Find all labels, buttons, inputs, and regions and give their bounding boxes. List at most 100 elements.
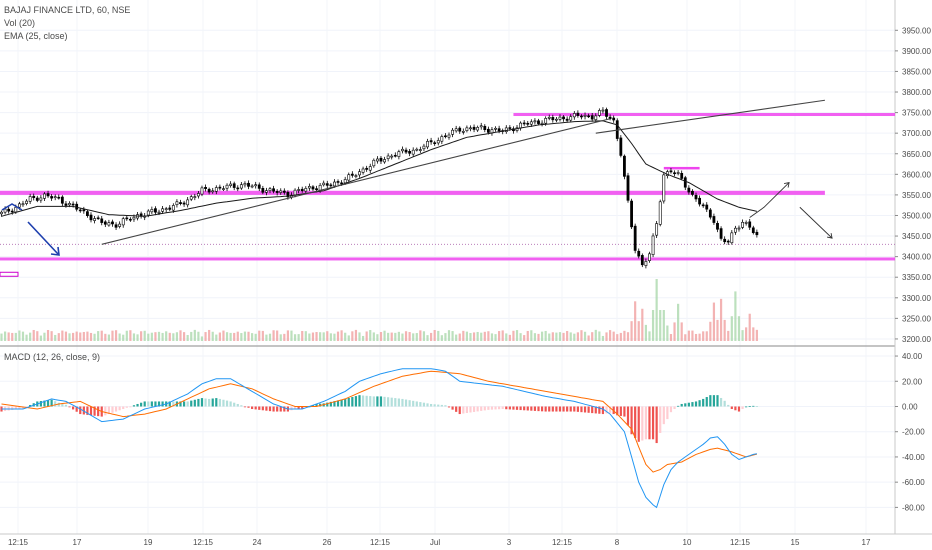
candle-body [93,218,96,221]
macd-histogram-bar [476,406,479,412]
macd-histogram-bar [136,403,139,407]
volume-bar [157,331,161,341]
macd-histogram-bar [147,401,150,407]
candle-body [297,189,301,191]
macd-histogram-bar [301,406,304,410]
candle-body [375,158,379,162]
volume-bar [254,333,257,341]
candle-body [408,151,412,154]
candle-body [447,134,451,138]
time-tick-label: 17 [862,538,871,547]
candle-body [71,203,75,206]
volume-bar [694,333,698,341]
candle-body [243,183,247,186]
macd-histogram-bar [472,406,476,412]
candle-body [25,200,28,204]
volume-bar [598,331,601,341]
macd-histogram-bar [222,399,225,407]
volume-bar [659,310,662,341]
volume-bar [498,331,501,341]
candle-body [648,253,651,261]
macd-histogram-bar [383,396,386,407]
candle-body [483,125,487,130]
macd-histogram-bar [336,400,340,407]
candle-body [401,148,404,152]
volume-bar [583,331,587,341]
volume-bar [344,332,347,341]
macd-legend: MACD (12, 26, close, 9) [4,352,100,362]
macd-histogram-bar [755,406,758,407]
macd-histogram-bar [469,406,472,413]
macd-histogram-bar [723,400,726,407]
candle-body [461,131,465,133]
candle-body [125,217,129,220]
candle-body [46,193,50,197]
macd-histogram-bar [462,406,465,414]
volume-bar [487,331,490,341]
candle-body [21,203,25,206]
macd-histogram-bar [483,406,486,411]
volume-bar [734,291,737,341]
candle-body [286,191,290,198]
macd-histogram-bar [358,395,361,407]
volume-bar [677,303,680,341]
volume-bar [540,331,544,341]
volume-bar [548,333,551,341]
macd-histogram-bar [290,406,293,411]
volume-bar [125,330,128,341]
candle-body [522,122,526,125]
candle-body [333,181,336,187]
candle-body [14,207,18,213]
macd-histogram-bar [680,403,683,407]
candle-body [630,200,633,228]
price-tick-label: 3550.00 [902,191,931,200]
trendline [101,118,611,245]
macd-histogram-bar [208,398,211,407]
time-tick-label: 12:15 [193,538,214,547]
macd-histogram-bar [651,406,655,440]
macd-histogram-bar [551,406,554,412]
candle-body [537,120,540,124]
macd-histogram-bar [447,406,451,408]
volume-bar [651,310,655,341]
volume-bar [687,330,690,341]
price-tick-label: 3950.00 [902,26,931,35]
macd-histogram-bar [315,403,318,407]
sr-zone-short [663,166,700,170]
volume-bar [319,332,322,341]
volume-bar [458,333,461,341]
volume-bar [401,333,404,341]
candle-body [64,203,68,206]
macd-histogram-bar [340,399,343,407]
macd-histogram-bar [14,406,17,410]
macd-histogram-bar [29,404,32,407]
macd-histogram-bar [537,406,540,412]
macd-tick-label: 20.00 [902,377,923,386]
volume-bar [358,332,361,341]
volume-bar [311,332,315,341]
macd-tick-label: -60.00 [902,478,925,487]
volume-bar [397,331,400,341]
volume-bar [111,330,114,341]
volume-bar [591,332,594,341]
macd-histogram-bar [236,403,239,407]
candle-body [197,193,200,197]
candle-body [444,135,447,138]
volume-bar [533,333,537,341]
candle-body [239,184,243,189]
candle-body [508,127,512,129]
volume-bar [351,331,354,341]
candle-body [168,207,172,210]
volume-bar [39,335,42,341]
candle-body [479,125,483,128]
macd-histogram-bar [677,405,680,407]
volume-bar [97,331,100,341]
volume-bar [54,334,57,341]
macd-histogram-bar [687,402,690,407]
macd-histogram-bar [505,406,508,410]
volume-bar [745,327,748,341]
macd-histogram-bar [408,400,411,407]
blue-arrowhead [50,246,60,256]
macd-histogram-bar [455,406,458,412]
macd-histogram-bar [444,405,447,407]
